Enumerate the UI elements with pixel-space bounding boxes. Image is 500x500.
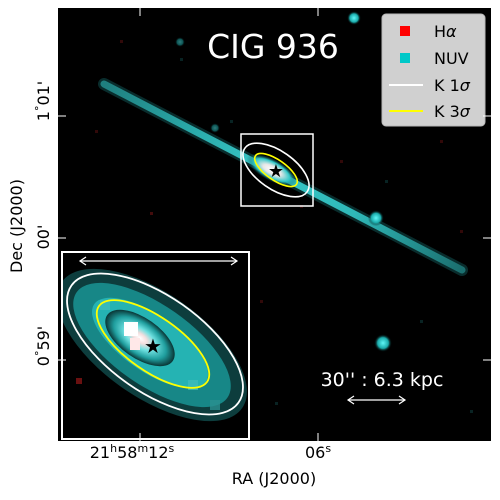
star-marker: ★	[268, 161, 284, 182]
legend-greek: σ	[460, 102, 471, 121]
scale-bar: 30'' : 6.3 kpc	[321, 369, 444, 405]
x-axis-label: RA (J2000)	[232, 469, 316, 488]
y-tick-label: 1°01'	[33, 81, 53, 121]
y-tick-label: 0°59'	[33, 326, 53, 366]
legend-item-k3sigma: K 3σ	[389, 102, 471, 121]
foreground-stars	[175, 11, 392, 352]
galaxy-disk	[98, 78, 468, 276]
legend-item-halpha: Hα	[400, 22, 457, 41]
k3sigma-ellipse	[253, 152, 299, 188]
legend-item-k1sigma: K 1σ	[389, 76, 471, 95]
svg-text:K 1σ: K 1σ	[434, 76, 471, 95]
legend-greek: α	[446, 22, 457, 41]
legend-greek: σ	[460, 76, 471, 95]
legend-label: K 1	[434, 76, 460, 95]
inset-width-arrow	[78, 256, 239, 266]
y-axis-label: Dec (J2000)	[7, 179, 26, 273]
svg-text:K 3σ: K 3σ	[434, 102, 471, 121]
figure-title: CIG 936	[207, 27, 339, 66]
x-tick-label: 06s	[305, 442, 331, 462]
y-tick-label: 00'	[34, 225, 53, 250]
legend-label: K 3	[434, 102, 460, 121]
x-tick-label: 21h58m12s	[90, 442, 175, 462]
scale-bar-label: 30'' : 6.3 kpc	[321, 369, 444, 391]
k1sigma-ellipse	[242, 142, 310, 198]
tick-marks	[58, 8, 491, 441]
legend-label: NUV	[434, 49, 469, 68]
halpha-swatch	[400, 26, 410, 36]
inset-k3sigma-ellipse	[95, 299, 211, 389]
legend-label: H	[434, 22, 446, 41]
nuv-swatch	[400, 53, 410, 63]
svg-text:Hα: Hα	[434, 22, 457, 41]
legend-item-nuv: NUV	[400, 49, 469, 68]
zoom-box	[240, 133, 314, 207]
inset-panel: ★	[61, 251, 250, 440]
inset-k1sigma-ellipse	[66, 272, 244, 416]
legend: Hα NUV K 1σ K 3σ	[381, 13, 486, 127]
inset-star-marker: ★	[144, 334, 162, 358]
